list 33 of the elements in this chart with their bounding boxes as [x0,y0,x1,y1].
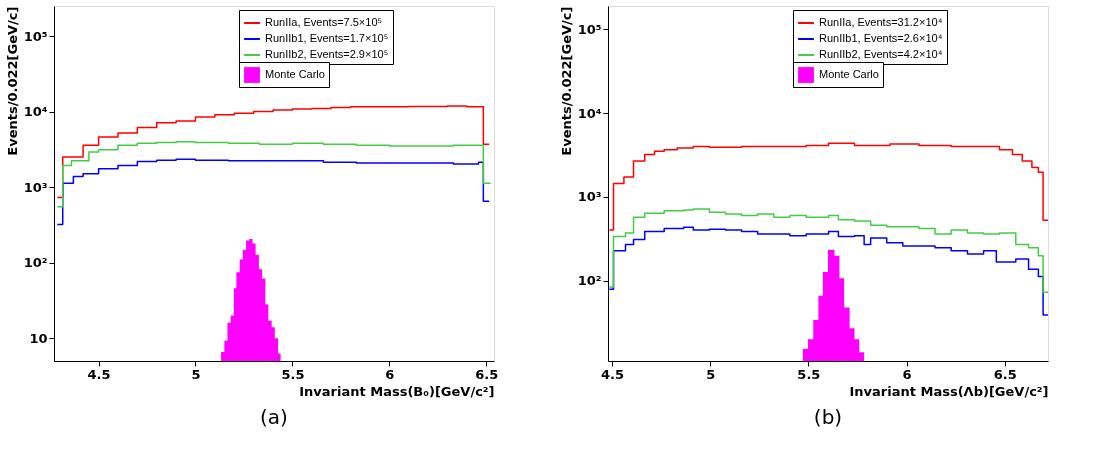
x-tick-label: 5 [706,366,716,382]
y-tick-label: 10⁴ [23,104,48,120]
x-axis-title: Invariant Mass(Λb)[GeV/c²] [849,383,1049,399]
x-tick-label: 4.5 [87,366,111,382]
legend-label: Monte Carlo [819,68,879,80]
legend-label: RunIIa, Events=7.5×10⁵ [265,16,383,28]
y-tick-label: 10² [23,255,48,271]
legend-label: Monte Carlo [265,68,325,80]
legend-label: RunIIa, Events=31.2×10⁴ [819,16,943,28]
x-tick-label: 5 [191,366,201,382]
x-tick-label: 6.5 [993,366,1017,382]
y-tick-label: 10³ [23,179,48,195]
y-tick-label: 10 [29,330,48,346]
y-tick-label: 10³ [577,189,602,205]
y-axis-title: Events/0.022[GeV/c] [558,6,574,156]
legend-label: RunIIb2, Events=2.9×10⁵ [265,48,389,60]
x-tick-label: 6 [902,366,912,382]
text: (b) [813,405,843,429]
x-tick-label: 5.5 [281,366,305,382]
y-tick-label: 10⁵ [23,28,48,44]
y-tick-label: 10⁴ [577,105,602,121]
x-tick-label: 4.5 [600,366,624,382]
legend-label: RunIIb1, Events=2.6×10⁴ [819,32,943,44]
x-tick-label: 6.5 [475,366,499,382]
text: (a) [260,405,288,429]
x-axis-title: Invariant Mass(B₀)[GeV/c²] [299,383,495,399]
x-tick-label: 6 [385,366,395,382]
x-tick-label: 5.5 [797,366,821,382]
y-tick-label: 10⁵ [577,21,602,37]
y-tick-label: 10² [577,273,602,289]
y-axis-title: Events/0.022[GeV/c] [4,6,20,156]
legend-label: RunIIb1, Events=1.7×10⁵ [265,32,389,44]
legend-label: RunIIb2, Events=4.2×10⁴ [819,48,943,60]
